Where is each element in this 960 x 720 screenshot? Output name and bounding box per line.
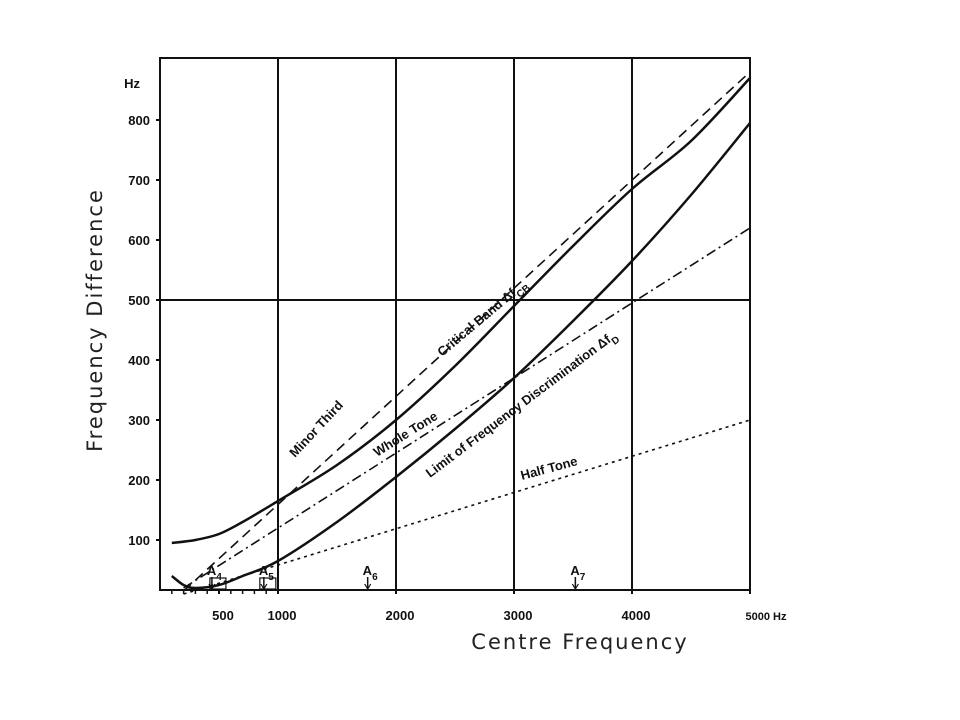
x-tick-label: 2000 xyxy=(386,608,415,623)
marker-label: A6 xyxy=(363,563,378,583)
marker-arrowhead xyxy=(571,583,579,591)
y-tick-label: 600 xyxy=(128,233,150,248)
y-tick-label: 300 xyxy=(128,413,150,428)
series-line-3 xyxy=(183,227,751,589)
y-tick-label: 800 xyxy=(128,113,150,128)
label-critical-band-main: Critical Band Δf xyxy=(434,285,519,360)
y-tick-label: 200 xyxy=(128,473,150,488)
series-line-0 xyxy=(171,77,751,545)
marker-box xyxy=(259,577,277,590)
series-line-4 xyxy=(183,419,751,595)
label-frequency-discrimination-main: Limit of Frequency Discrimination Δf xyxy=(423,331,614,480)
label-whole-tone: Whole Tone xyxy=(371,408,441,459)
x-tick-label: 4000 xyxy=(622,608,651,623)
x-ticks: 500 1000 2000 3000 4000 5000 Hz xyxy=(171,590,787,623)
marker-label: A4 xyxy=(207,563,222,583)
grid xyxy=(160,58,750,590)
x-tick-label: 3000 xyxy=(504,608,533,623)
marker-arrowhead xyxy=(364,583,372,591)
y-unit-label: Hz xyxy=(124,76,140,91)
plot-frame xyxy=(159,57,751,591)
y-ticks: 100 200 300 400 500 600 700 800 xyxy=(128,113,160,548)
x-axis-title: Centre Frequency xyxy=(471,630,688,654)
marker-box xyxy=(209,577,227,590)
marker-label: A7 xyxy=(570,563,585,583)
y-tick-label: 400 xyxy=(128,353,150,368)
series-line-2 xyxy=(183,71,751,592)
x-tick-label: 500 xyxy=(212,608,234,623)
label-half-tone: Half Tone xyxy=(519,453,579,483)
marker-label: A5 xyxy=(259,563,274,583)
marker-label-sub: 6 xyxy=(372,572,378,583)
x-tick-label: 1000 xyxy=(268,608,297,623)
marker-label-sub: 7 xyxy=(580,572,586,583)
label-minor-third: Minor Third xyxy=(286,397,346,460)
series-group xyxy=(171,71,751,595)
label-frequency-discrimination-sub: D xyxy=(610,334,622,347)
series-line-1 xyxy=(171,122,751,590)
y-tick-label: 700 xyxy=(128,173,150,188)
y-tick-label: 500 xyxy=(128,293,150,308)
x-tick-label: 5000 Hz xyxy=(746,611,787,623)
label-critical-band: Critical Band ΔfCB xyxy=(434,276,533,363)
y-axis-title: Frequency Difference xyxy=(83,188,107,452)
y-tick-label: 100 xyxy=(128,533,150,548)
